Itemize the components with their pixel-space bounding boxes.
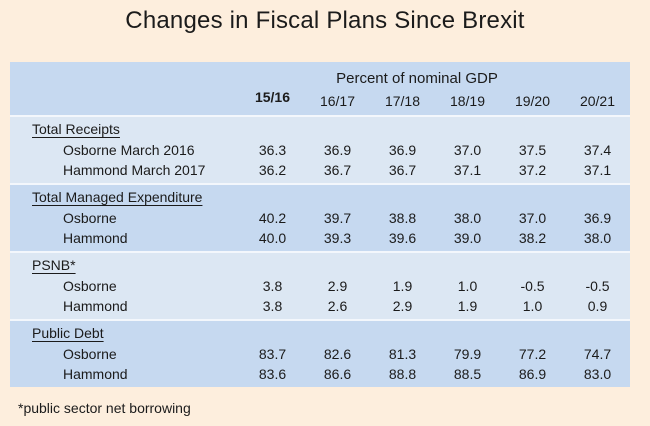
value-cell: 0.9 [587,298,608,314]
value-cell: 39.7 [323,210,352,226]
section-heading-label: Public Debt [32,325,104,341]
section-total-managed-expenditure: Total Managed Expenditure Osborne 40.2 3… [10,183,630,251]
value-cell: 2.9 [327,278,348,294]
column-header-label: 15/16 [254,89,291,105]
value-cell: 36.7 [323,162,352,178]
table-row: Osborne 3.8 2.9 1.9 1.0 -0.5 -0.5 [10,276,630,296]
footnote: *public sector net borrowing [18,400,191,416]
section-heading-label: Total Managed Expenditure [32,189,203,205]
row-label: Osborne March 2016 [63,142,195,158]
value-cell: 1.0 [522,298,543,314]
section-heading: Total Receipts [10,119,240,140]
section-total-receipts: Total Receipts Osborne March 2016 36.3 3… [10,115,630,183]
column-header-15-16: 15/16 [240,89,305,113]
value-cell: 38.2 [518,230,547,246]
value-cell: 77.2 [518,346,547,362]
column-header-17-18: 17/18 [384,93,421,109]
fiscal-plans-table: Percent of nominal GDP 15/16 16/17 17/18… [10,62,630,387]
row-label: Hammond [63,366,128,382]
table-row: Hammond 83.6 86.6 88.8 88.5 86.9 83.0 [10,364,630,384]
value-cell: 36.9 [388,142,417,158]
value-cell: 39.3 [323,230,352,246]
value-cell: 83.7 [258,346,287,362]
value-cell: 40.0 [258,230,287,246]
value-cell: 37.1 [453,162,482,178]
section-psnb: PSNB* Osborne 3.8 2.9 1.9 1.0 -0.5 -0.5 … [10,251,630,319]
value-cell: 3.8 [262,298,283,314]
year-header-row: 15/16 16/17 17/18 18/19 19/20 20/21 [10,89,630,113]
value-cell: 3.8 [262,278,283,294]
value-cell: 86.9 [518,366,547,382]
column-header-16-17: 16/17 [319,93,356,109]
table-row: Hammond March 2017 36.2 36.7 36.7 37.1 3… [10,160,630,180]
empty-cell [10,68,240,90]
table-row: Osborne 83.7 82.6 81.3 79.9 77.2 74.7 [10,344,630,364]
value-cell: 2.6 [327,298,348,314]
value-cell: 36.7 [388,162,417,178]
row-label: Osborne [63,278,117,294]
value-cell: 74.7 [583,346,612,362]
value-cell: 81.3 [388,346,417,362]
section-heading-row: Total Receipts [10,119,630,140]
value-cell: 1.0 [457,278,478,294]
value-cell: 38.0 [583,230,612,246]
table-header-section: Percent of nominal GDP 15/16 16/17 17/18… [10,62,630,115]
value-cell: 36.9 [583,210,612,226]
value-cell: 36.2 [258,162,287,178]
value-cell: 86.6 [323,366,352,382]
value-cell: 39.0 [453,230,482,246]
value-cell: 37.0 [453,142,482,158]
section-heading-row: Total Managed Expenditure [10,187,630,208]
column-header-19-20: 19/20 [514,93,551,109]
value-cell: 2.9 [392,298,413,314]
value-cell: 37.4 [583,142,612,158]
value-cell: 37.1 [583,162,612,178]
row-label: Osborne [63,346,117,362]
value-cell: 36.9 [323,142,352,158]
value-cell: -0.5 [585,278,610,294]
value-cell: 36.3 [258,142,287,158]
row-label: Hammond [63,298,128,314]
value-cell: 83.0 [583,366,612,382]
table-subtitle-row: Percent of nominal GDP [10,68,630,90]
value-cell: 79.9 [453,346,482,362]
table-row: Osborne 40.2 39.7 38.8 38.0 37.0 36.9 [10,208,630,228]
value-cell: 38.0 [453,210,482,226]
value-cell: 37.2 [518,162,547,178]
value-cell: 83.6 [258,366,287,382]
row-label: Osborne [63,210,117,226]
value-cell: 37.0 [518,210,547,226]
value-cell: 1.9 [457,298,478,314]
section-heading: Public Debt [10,323,240,344]
row-label: Hammond March 2017 [63,162,206,178]
value-cell: -0.5 [520,278,545,294]
section-heading: Total Managed Expenditure [10,187,240,208]
value-cell: 37.5 [518,142,547,158]
section-heading-row: Public Debt [10,323,630,344]
table-row: Hammond 3.8 2.6 2.9 1.9 1.0 0.9 [10,296,630,316]
value-cell: 40.2 [258,210,287,226]
section-heading-row: PSNB* [10,255,630,276]
table-subtitle: Percent of nominal GDP [336,70,498,87]
section-public-debt: Public Debt Osborne 83.7 82.6 81.3 79.9 … [10,319,630,387]
section-heading-label: Total Receipts [32,121,120,137]
table-row: Hammond 40.0 39.3 39.6 39.0 38.2 38.0 [10,228,630,248]
value-cell: 88.5 [453,366,482,382]
row-label: Hammond [63,230,128,246]
table-row: Osborne March 2016 36.3 36.9 36.9 37.0 3… [10,140,630,160]
slide-title: Changes in Fiscal Plans Since Brexit [125,7,525,34]
value-cell: 38.8 [388,210,417,226]
value-cell: 1.9 [392,278,413,294]
value-cell: 88.8 [388,366,417,382]
value-cell: 82.6 [323,346,352,362]
column-header-18-19: 18/19 [449,93,486,109]
section-heading: PSNB* [10,255,240,276]
column-header-20-21: 20/21 [579,93,616,109]
section-heading-label: PSNB* [32,257,76,273]
value-cell: 39.6 [388,230,417,246]
